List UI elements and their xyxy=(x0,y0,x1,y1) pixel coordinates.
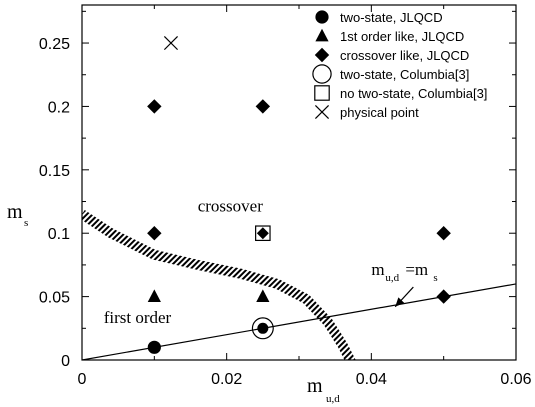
point-filled-diamond-1 xyxy=(147,99,162,114)
point-filled-circle-0 xyxy=(147,340,161,354)
phase-boundary-hatch xyxy=(82,210,356,360)
y-axis-label: m xyxy=(7,201,23,223)
y-tick-label-5: 0.25 xyxy=(39,36,70,53)
line-label-sub-s: s xyxy=(433,272,437,284)
point-filled-triangle-1 xyxy=(256,289,270,303)
legend-marker-4 xyxy=(314,85,330,101)
x-axis-label-sub: u,d xyxy=(326,393,340,405)
point-filled-diamond-0 xyxy=(147,226,162,241)
y-tick-label-2: 0.1 xyxy=(48,226,70,243)
line-label-eq-m: =m xyxy=(405,260,428,279)
x-tick-label-0: 0 xyxy=(78,371,87,388)
point-filled-diamond-2 xyxy=(256,227,269,240)
point-filled-diamond-5 xyxy=(436,226,451,241)
legend-marker-5-stroke-b xyxy=(314,104,330,120)
point-filled-diamond-3 xyxy=(255,99,271,114)
line-label-sub-ud: u,d xyxy=(385,272,399,284)
legend-marker-5 xyxy=(314,104,330,120)
y-axis-label-sub: s xyxy=(24,217,28,229)
legend-label-4: no two-state, Columbia[3] xyxy=(340,86,487,101)
x-tick-label-3: 0.06 xyxy=(500,371,531,388)
y-tick-label-3: 0.15 xyxy=(39,163,70,180)
point-filled-triangle-0 xyxy=(147,289,161,303)
legend: two-state, JLQCD 1st order like, JLQCD cro… xyxy=(312,10,487,120)
phase-boundary-band xyxy=(82,210,356,360)
point-cross-0 xyxy=(163,36,178,51)
point-filled-diamond-4 xyxy=(436,289,451,304)
x-tick-label-2: 0.04 xyxy=(356,371,387,388)
legend-label-1: 1st order like, JLQCD xyxy=(340,29,464,44)
y-tick-label-0: 0 xyxy=(61,353,70,370)
legend-marker-2 xyxy=(314,47,330,63)
legend-label-3: two-state, Columbia[3] xyxy=(340,67,469,82)
legend-label-0: two-state, JLQCD xyxy=(340,10,443,25)
x-tick-label-1: 0.02 xyxy=(211,371,242,388)
legend-label-5: physical point xyxy=(340,105,419,120)
data-points xyxy=(147,36,451,354)
region-annotation-1: first order xyxy=(104,308,172,327)
region-annotation-0: crossover xyxy=(198,197,263,216)
point-open-circle-0 xyxy=(251,317,274,340)
point-cross-0-stroke-b xyxy=(163,36,178,51)
y-tick-label-4: 0.2 xyxy=(48,99,70,116)
legend-marker-3 xyxy=(312,64,332,84)
point-filled-circle-1 xyxy=(257,322,269,334)
line-label-m: m xyxy=(371,260,384,279)
axis-ticks: 0 0.02 0.04 0.06 0 0.05 0.1 0.15 0.2 0.25 xyxy=(39,5,532,388)
legend-marker-1 xyxy=(315,28,329,42)
y-tick-label-1: 0.05 xyxy=(39,290,70,307)
point-open-square-0 xyxy=(255,225,271,242)
legend-marker-0 xyxy=(315,10,329,24)
x-axis-label: m xyxy=(307,375,323,397)
line-label-arrowhead xyxy=(395,297,405,307)
legend-label-2: crossover like, JLQCD xyxy=(340,48,469,63)
